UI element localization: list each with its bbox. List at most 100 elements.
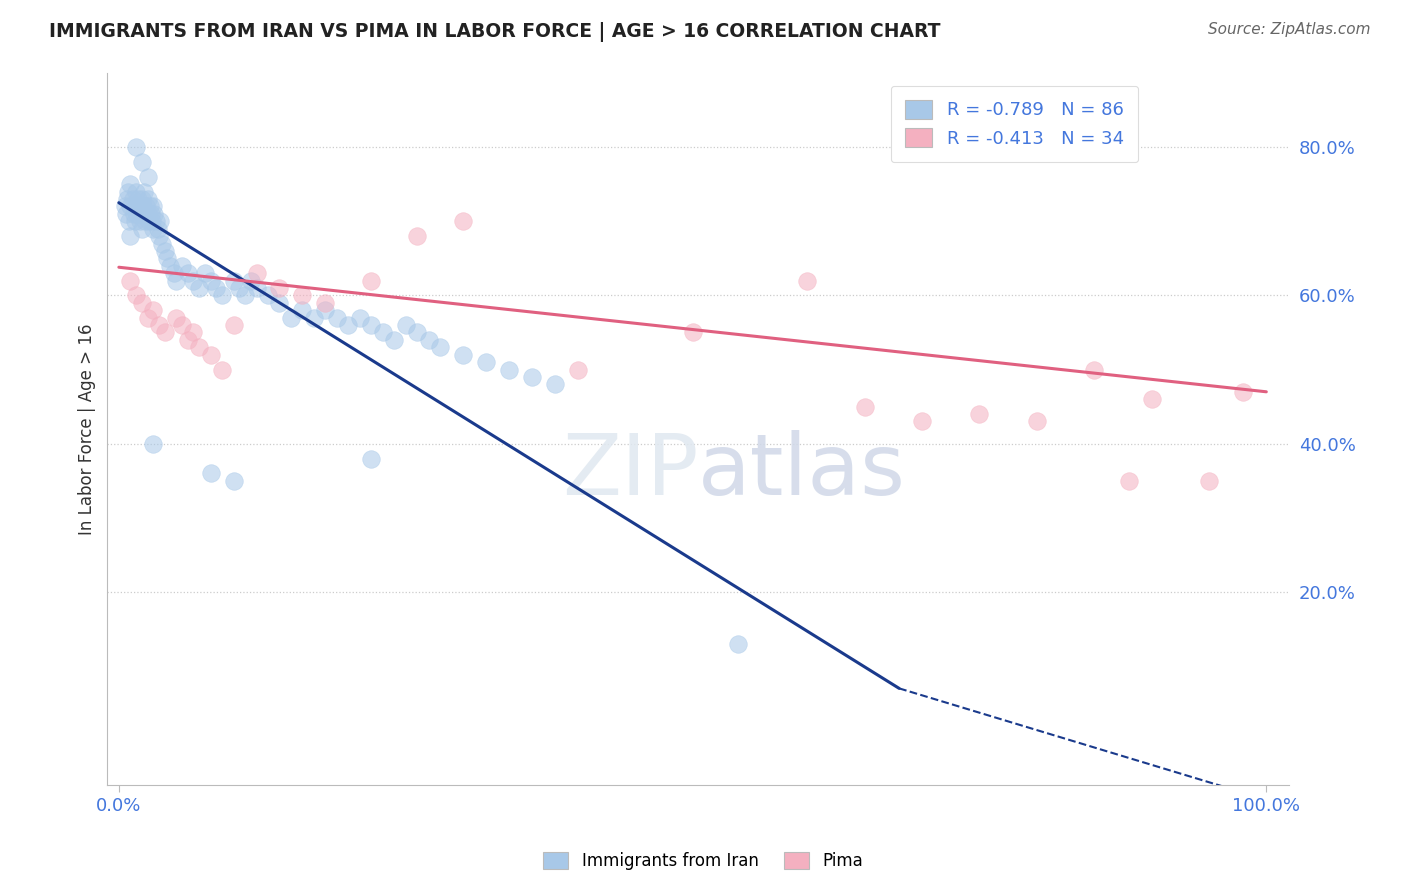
- Point: [211, 362, 233, 376]
- Text: Source: ZipAtlas.com: Source: ZipAtlas.com: [1208, 22, 1371, 37]
- Point: [118, 214, 141, 228]
- Point: [127, 207, 149, 221]
- Point: [120, 177, 142, 191]
- Point: [382, 333, 405, 347]
- Point: [228, 281, 250, 295]
- Point: [145, 214, 167, 228]
- Point: [418, 333, 440, 347]
- Point: [125, 140, 148, 154]
- Point: [139, 207, 162, 221]
- Point: [1140, 392, 1163, 407]
- Point: [682, 326, 704, 340]
- Point: [796, 274, 818, 288]
- Point: [170, 259, 193, 273]
- Point: [245, 266, 267, 280]
- Point: [138, 214, 160, 228]
- Point: [121, 192, 143, 206]
- Point: [269, 295, 291, 310]
- Point: [520, 370, 543, 384]
- Point: [165, 310, 187, 325]
- Point: [360, 274, 382, 288]
- Point: [360, 451, 382, 466]
- Point: [156, 252, 179, 266]
- Point: [142, 221, 165, 235]
- Point: [280, 310, 302, 325]
- Point: [406, 326, 429, 340]
- Point: [125, 199, 148, 213]
- Point: [429, 340, 451, 354]
- Point: [132, 207, 155, 221]
- Point: [135, 199, 157, 213]
- Point: [205, 281, 228, 295]
- Point: [127, 192, 149, 206]
- Point: [149, 214, 172, 228]
- Point: [349, 310, 371, 325]
- Point: [146, 221, 169, 235]
- Point: [544, 377, 567, 392]
- Point: [131, 192, 153, 206]
- Point: [475, 355, 498, 369]
- Point: [727, 637, 749, 651]
- Point: [136, 207, 159, 221]
- Point: [142, 303, 165, 318]
- Point: [131, 155, 153, 169]
- Point: [148, 229, 170, 244]
- Point: [451, 348, 474, 362]
- Point: [153, 326, 176, 340]
- Point: [125, 185, 148, 199]
- Point: [314, 303, 336, 318]
- Point: [911, 414, 934, 428]
- Point: [1232, 384, 1254, 399]
- Text: atlas: atlas: [699, 430, 907, 513]
- Point: [326, 310, 349, 325]
- Point: [222, 318, 245, 332]
- Point: [148, 318, 170, 332]
- Y-axis label: In Labor Force | Age > 16: In Labor Force | Age > 16: [79, 323, 96, 534]
- Point: [211, 288, 233, 302]
- Point: [188, 340, 211, 354]
- Point: [360, 318, 382, 332]
- Point: [269, 281, 291, 295]
- Point: [183, 274, 205, 288]
- Point: [969, 407, 991, 421]
- Legend: Immigrants from Iran, Pima: Immigrants from Iran, Pima: [537, 845, 869, 877]
- Point: [177, 266, 200, 280]
- Legend: R = -0.789   N = 86, R = -0.413   N = 34: R = -0.789 N = 86, R = -0.413 N = 34: [891, 86, 1139, 162]
- Point: [291, 288, 314, 302]
- Point: [136, 310, 159, 325]
- Point: [853, 400, 876, 414]
- Point: [141, 214, 163, 228]
- Point: [1118, 474, 1140, 488]
- Text: IMMIGRANTS FROM IRAN VS PIMA IN LABOR FORCE | AGE > 16 CORRELATION CHART: IMMIGRANTS FROM IRAN VS PIMA IN LABOR FO…: [49, 22, 941, 42]
- Point: [139, 199, 162, 213]
- Point: [136, 169, 159, 184]
- Point: [233, 288, 256, 302]
- Point: [177, 333, 200, 347]
- Point: [395, 318, 418, 332]
- Text: ZIP: ZIP: [562, 430, 699, 513]
- Point: [194, 266, 217, 280]
- Point: [222, 474, 245, 488]
- Point: [152, 236, 174, 251]
- Point: [117, 185, 139, 199]
- Point: [132, 199, 155, 213]
- Point: [114, 207, 136, 221]
- Point: [132, 185, 155, 199]
- Point: [143, 207, 166, 221]
- Point: [337, 318, 360, 332]
- Point: [291, 303, 314, 318]
- Point: [451, 214, 474, 228]
- Point: [136, 192, 159, 206]
- Point: [257, 288, 280, 302]
- Point: [122, 207, 145, 221]
- Point: [120, 199, 142, 213]
- Point: [200, 467, 222, 481]
- Point: [371, 326, 394, 340]
- Point: [567, 362, 589, 376]
- Point: [153, 244, 176, 258]
- Point: [239, 274, 262, 288]
- Point: [1025, 414, 1047, 428]
- Point: [115, 192, 138, 206]
- Point: [114, 199, 136, 213]
- Point: [120, 274, 142, 288]
